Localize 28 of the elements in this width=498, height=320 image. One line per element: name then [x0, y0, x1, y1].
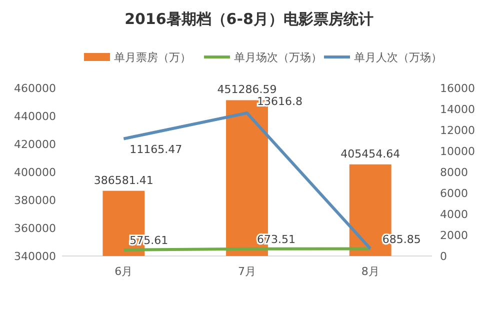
y2-tick-label: 12000: [440, 124, 475, 137]
y2-tick-label: 8000: [440, 166, 468, 179]
legend-label: 单月票房（万）: [114, 51, 191, 64]
y-tick-label: 460000: [14, 82, 56, 95]
y-tick-label: 440000: [14, 110, 56, 123]
y-tick-label: 340000: [14, 250, 56, 263]
y2-tick-label: 14000: [440, 103, 475, 116]
y2-tick-label: 2000: [440, 229, 468, 242]
y-tick-label: 420000: [14, 138, 56, 151]
y-tick-label: 380000: [14, 194, 56, 207]
y2-tick-label: 10000: [440, 145, 475, 158]
y2-tick-label: 4000: [440, 208, 468, 221]
data-label: 11165.47: [130, 142, 182, 156]
data-label: 405454.64: [340, 147, 400, 160]
y2-tick-label: 6000: [440, 187, 468, 200]
data-label: 451286.59: [217, 83, 277, 96]
y-tick-label: 360000: [14, 222, 56, 235]
y-tick-label: 400000: [14, 166, 56, 179]
x-tick-label: 7月: [238, 265, 256, 278]
data-label: 13616.8: [257, 95, 302, 108]
y2-tick-label: 0: [440, 250, 447, 263]
data-label: 386581.41: [94, 174, 154, 187]
x-tick-label: 8月: [361, 265, 380, 278]
x-tick-label: 6月: [114, 265, 133, 278]
legend-label: 单月人次（万场）: [354, 51, 442, 64]
legend-label: 单月场次（万场）: [234, 51, 322, 64]
y2-tick-label: 16000: [440, 82, 475, 95]
chart-title: 2016暑期档（6-8月）电影票房统计: [124, 10, 374, 28]
